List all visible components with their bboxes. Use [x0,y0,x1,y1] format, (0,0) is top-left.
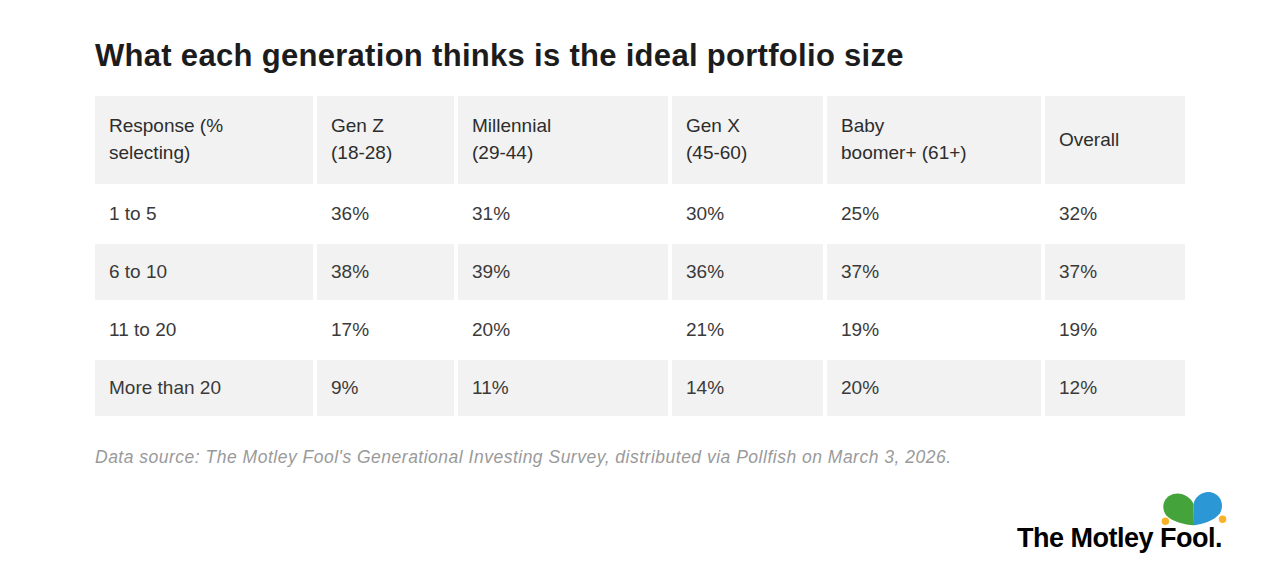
table-row: More than 20 9% 11% 14% 20% 12% [95,360,1185,416]
header-cell-millennial: Millennial (29-44) [458,96,668,184]
table-cell: 19% [1045,302,1185,358]
motley-fool-logo: The Motley Fool. [1017,525,1222,552]
table-row: 6 to 10 38% 39% 36% 37% 37% [95,244,1185,300]
table-cell: 32% [1045,186,1185,242]
header-label-line: (18-28) [331,140,454,167]
table-cell: 30% [672,186,823,242]
jester-hat-icon [1158,491,1230,530]
table-row: 11 to 20 17% 20% 21% 19% 19% [95,302,1185,358]
data-source-note: Data source: The Motley Fool's Generatio… [95,447,1185,468]
header-label-line: Response (% [109,113,313,140]
header-label-line: boomer+ (61+) [841,140,1041,167]
row-label-cell: 6 to 10 [95,244,313,300]
table-cell: 39% [458,244,668,300]
table-cell: 37% [1045,244,1185,300]
table-cell: 36% [317,186,454,242]
page-title: What each generation thinks is the ideal… [95,38,1185,74]
row-label-cell: More than 20 [95,360,313,416]
row-label-cell: 1 to 5 [95,186,313,242]
table-cell: 31% [458,186,668,242]
table-cell: 38% [317,244,454,300]
table-cell: 9% [317,360,454,416]
header-label-line: Gen X [686,113,823,140]
table-cell: 37% [827,244,1041,300]
table-cell: 19% [827,302,1041,358]
infographic-page: What each generation thinks is the ideal… [0,0,1280,468]
table-cell: 14% [672,360,823,416]
hat-bell-right [1219,516,1226,523]
header-label-line: selecting) [109,140,313,167]
header-label-line: Gen Z [331,113,454,140]
portfolio-size-table: Response (% selecting) Gen Z (18-28) Mil… [95,96,1185,416]
header-cell-baby-boomer: Baby boomer+ (61+) [827,96,1041,184]
table-row: 1 to 5 36% 31% 30% 25% 32% [95,186,1185,242]
table-cell: 11% [458,360,668,416]
header-label-line: (45-60) [686,140,823,167]
header-cell-gen-x: Gen X (45-60) [672,96,823,184]
table-cell: 25% [827,186,1041,242]
hat-bell-left [1162,517,1169,524]
header-cell-response: Response (% selecting) [95,96,313,184]
table-cell: 20% [458,302,668,358]
hat-right-lobe [1194,492,1222,525]
table-cell: 17% [317,302,454,358]
table-cell: 21% [672,302,823,358]
table-header-row: Response (% selecting) Gen Z (18-28) Mil… [95,96,1185,184]
table-cell: 36% [672,244,823,300]
header-label-line: Baby [841,113,1041,140]
row-label-cell: 11 to 20 [95,302,313,358]
header-cell-gen-z: Gen Z (18-28) [317,96,454,184]
header-label-line: Millennial [472,113,668,140]
header-label-line: Overall [1059,127,1185,154]
table-cell: 20% [827,360,1041,416]
header-cell-overall: Overall [1045,96,1185,184]
table-cell: 12% [1045,360,1185,416]
header-label-line: (29-44) [472,140,668,167]
